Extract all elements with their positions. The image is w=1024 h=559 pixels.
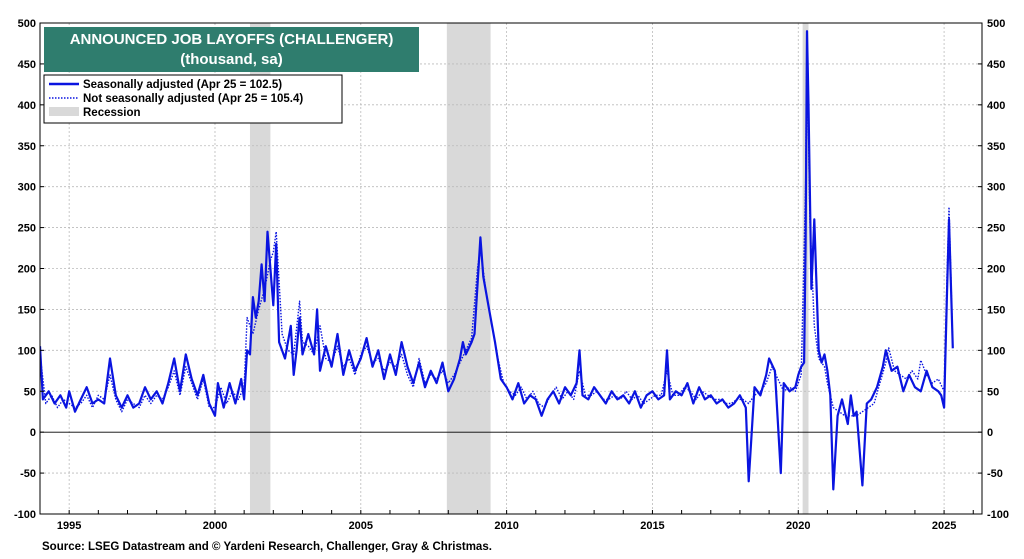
y-tick-right: 300 bbox=[987, 182, 1005, 194]
y-tick-right: 350 bbox=[987, 141, 1005, 153]
legend-item-recession: Recession bbox=[83, 107, 141, 119]
y-tick-left: 400 bbox=[18, 100, 36, 112]
y-tick-left: 150 bbox=[18, 304, 36, 316]
chart-subtitle: (thousand, sa) bbox=[180, 51, 283, 68]
x-axis-ticks: 1995 2000 2005 2010 2015 2020 2025 bbox=[39, 510, 974, 532]
legend-box bbox=[43, 74, 343, 124]
y-tick-right: 100 bbox=[987, 345, 1005, 357]
y-tick-right: 400 bbox=[987, 100, 1005, 112]
y-tick-right: -100 bbox=[987, 509, 1009, 521]
x-tick-label: 2020 bbox=[786, 520, 810, 532]
series-sa-line bbox=[40, 30, 954, 491]
legend-recession-swatch bbox=[49, 107, 79, 116]
y-tick-left: -100 bbox=[14, 509, 36, 521]
x-tick-label: 2015 bbox=[640, 520, 664, 532]
y-tick-right: 150 bbox=[987, 304, 1005, 316]
x-tick-label: 2010 bbox=[494, 520, 518, 532]
y-tick-left: 300 bbox=[18, 182, 36, 194]
left-axis-ticks: -100 -50 0 50 100 150 200 250 300 350 400 450 500 bbox=[14, 18, 44, 521]
legend-item-sa: Seasonally adjusted (Apr 25 = 102.5) bbox=[83, 79, 282, 91]
y-tick-left: 0 bbox=[30, 427, 36, 439]
y-tick-right: 50 bbox=[987, 386, 999, 398]
chart-title: ANNOUNCED JOB LAYOFFS (CHALLENGER) bbox=[69, 31, 394, 48]
x-tick-label: 2025 bbox=[932, 520, 956, 532]
y-tick-right: 450 bbox=[987, 59, 1005, 71]
y-tick-left: 100 bbox=[18, 345, 36, 357]
series-lines bbox=[40, 30, 954, 491]
chart-title-box: ANNOUNCED JOB LAYOFFS (CHALLENGER) (thou… bbox=[44, 27, 419, 72]
y-tick-left: 350 bbox=[18, 141, 36, 153]
y-tick-left: 250 bbox=[18, 223, 36, 235]
legend: Seasonally adjusted (Apr 25 = 102.5) Not… bbox=[43, 74, 343, 124]
y-tick-right: 250 bbox=[987, 223, 1005, 235]
legend-item-nsa: Not seasonally adjusted (Apr 25 = 105.4) bbox=[83, 93, 303, 105]
y-tick-left: 500 bbox=[18, 18, 36, 30]
y-tick-right: 500 bbox=[987, 18, 1005, 30]
y-tick-left: 450 bbox=[18, 59, 36, 71]
source-note: Source: LSEG Datastream and © Yardeni Re… bbox=[42, 541, 492, 553]
y-tick-left: 200 bbox=[18, 264, 36, 276]
y-tick-left: 50 bbox=[24, 386, 36, 398]
right-axis-ticks: -100 -50 0 50 100 150 200 250 300 350 400 450 500 bbox=[978, 18, 1009, 521]
x-tick-label: 2000 bbox=[203, 520, 227, 532]
y-tick-right: 0 bbox=[987, 427, 993, 439]
x-tick-label: 1995 bbox=[57, 520, 81, 532]
y-tick-right: 200 bbox=[987, 264, 1005, 276]
x-tick-label: 2005 bbox=[349, 520, 373, 532]
y-tick-left: -50 bbox=[20, 468, 36, 480]
y-tick-right: -50 bbox=[987, 468, 1003, 480]
